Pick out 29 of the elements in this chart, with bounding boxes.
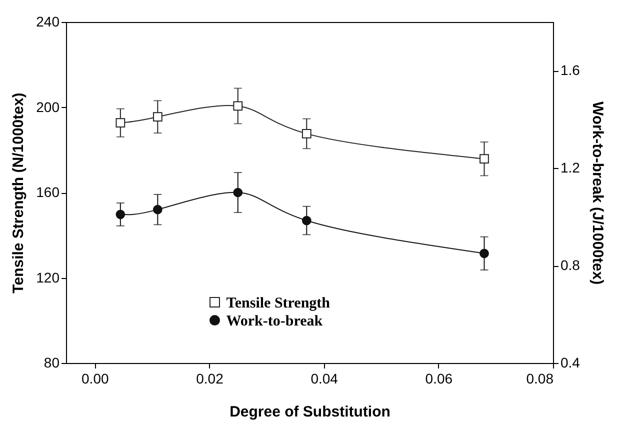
legend-label: Tensile Strength <box>226 295 331 312</box>
x-axis-title: Degree of Substitution <box>230 404 390 420</box>
x-tick-label: 0.04 <box>310 370 338 386</box>
y-tick-label: 200 <box>36 98 60 115</box>
y2-tick-label: 1.2 <box>560 160 580 176</box>
y2-tick-label: 0.4 <box>560 354 580 370</box>
y-tick-label: 80 <box>44 354 60 370</box>
point <box>116 210 126 220</box>
x-tick-label: 0.00 <box>82 370 109 386</box>
y2-tick-label: 1.6 <box>560 62 580 78</box>
point <box>302 128 312 138</box>
x-tick-label: 0.06 <box>425 370 453 386</box>
y2-axis-title: Work-to-break (J/1000tex) <box>588 101 606 285</box>
point <box>302 216 312 226</box>
point <box>233 101 243 111</box>
x-tick-label: 0.02 <box>196 370 224 386</box>
point <box>480 154 489 164</box>
y2-tick-label: 0.8 <box>560 257 580 274</box>
y-tick-label: 240 <box>36 14 60 30</box>
point <box>116 118 126 128</box>
x-tick-label: 0.08 <box>526 370 554 386</box>
legend-label: Work-to-break <box>226 313 324 330</box>
point <box>233 188 243 198</box>
y-tick-label: 160 <box>36 184 60 200</box>
y-axis-title: Tensile Strength (N/1000tex) <box>10 92 28 294</box>
point <box>152 112 162 122</box>
y-tick-label: 120 <box>36 269 60 286</box>
point <box>480 248 489 258</box>
point <box>152 204 162 214</box>
